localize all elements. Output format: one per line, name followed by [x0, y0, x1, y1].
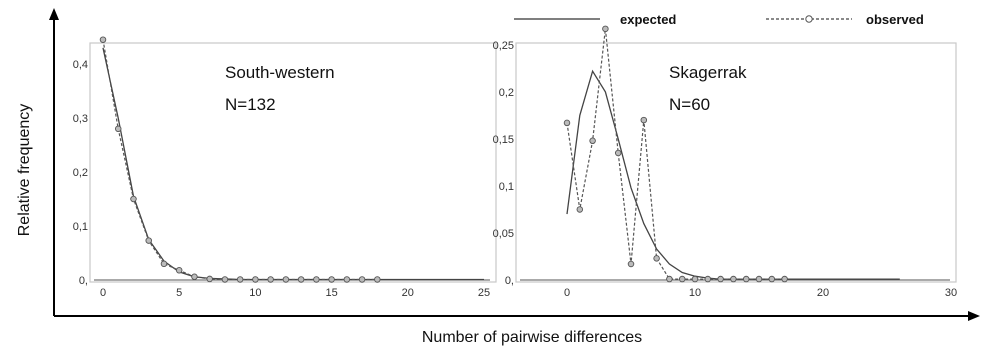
legend-expected-label: expected	[620, 12, 676, 27]
observed-point	[160, 260, 168, 268]
observed-point	[343, 276, 351, 283]
panel-title: South-western	[225, 63, 335, 82]
observed-point	[297, 276, 305, 283]
y-tick-label: 0,2	[73, 167, 88, 179]
x-tick-label: 25	[478, 287, 490, 299]
observed-point	[678, 275, 686, 283]
observed-point	[374, 276, 381, 283]
legend: expected observed	[514, 12, 924, 27]
observed-point	[627, 260, 635, 268]
observed-point	[614, 149, 622, 157]
observed-point	[99, 36, 107, 43]
y-tick-label: 0,	[79, 275, 88, 287]
sample-size-label: N=60	[669, 95, 710, 114]
y-tick-label: 0,25	[493, 40, 514, 52]
legend-observed-marker	[805, 15, 813, 23]
x-axis-title: Number of pairwise differences	[422, 329, 642, 346]
legend-observed-label: observed	[866, 12, 924, 27]
observed-point	[653, 255, 660, 262]
observed-point	[730, 275, 737, 283]
observed-series-line	[566, 28, 785, 280]
observed-point	[602, 25, 609, 33]
observed-point	[114, 125, 122, 133]
observed-point	[282, 276, 290, 283]
observed-point	[576, 206, 584, 213]
x-tick-label: 0	[100, 287, 106, 299]
observed-point	[175, 267, 183, 274]
observed-point	[589, 137, 596, 145]
y-tick-label: 0,2	[499, 87, 514, 99]
observed-point	[781, 275, 788, 283]
observed-point	[130, 195, 137, 203]
y-tick-label: 0,3	[73, 113, 88, 125]
observed-point	[328, 276, 335, 283]
y-tick-label: 0,4	[73, 59, 88, 71]
observed-point	[666, 275, 673, 283]
observed-point	[191, 273, 198, 281]
observed-point	[221, 276, 229, 283]
x-tick-label: 30	[945, 287, 957, 299]
y-tick-label: 0,1	[73, 221, 88, 233]
y-tick-label: 0,1	[499, 181, 514, 193]
observed-point	[206, 275, 213, 283]
observed-point	[704, 275, 712, 283]
panel-frame	[89, 42, 497, 283]
y-tick-label: 0,05	[493, 228, 514, 240]
x-tick-label: 20	[817, 287, 829, 299]
x-tick-label: 10	[249, 287, 261, 299]
observed-point	[717, 275, 724, 283]
observed-point	[252, 276, 259, 283]
observed-point	[768, 275, 776, 283]
y-axis-title: Relative frequency	[16, 104, 33, 237]
x-tick-label: 15	[325, 287, 337, 299]
x-tick-label: 0	[564, 287, 570, 299]
y-tick-label: 0,15	[493, 134, 514, 146]
observed-point	[236, 276, 244, 283]
panel-title: Skagerrak	[669, 63, 747, 82]
observed-point	[691, 275, 699, 283]
panel-south-western: 0 5 10 15 20 25 0, 0,1 0,2 0,3 0,4 South-western N=1…	[73, 36, 497, 299]
x-tick-label: 5	[176, 287, 182, 299]
observed-point	[358, 276, 366, 283]
sample-size-label: N=132	[225, 95, 276, 114]
outer-x-arrow	[968, 311, 980, 321]
observed-point	[145, 237, 152, 244]
expected-series-line	[566, 69, 900, 280]
x-tick-label: 20	[402, 287, 414, 299]
outer-y-arrow	[49, 8, 59, 20]
x-tick-label: 10	[689, 287, 701, 299]
panel-skagerrak: 0 10 20 30 0, 0,05 0,1 0,15 0,2 0,25 Skagerrak N=60	[493, 25, 957, 299]
observed-point	[563, 119, 571, 127]
observed-point	[640, 116, 648, 124]
expected-series-line	[102, 47, 484, 281]
observed-point	[755, 275, 763, 283]
observed-point	[313, 276, 320, 283]
panel-frame	[515, 42, 957, 283]
observed-point	[742, 275, 750, 283]
y-tick-label: 0,	[505, 275, 514, 287]
observed-point	[267, 276, 274, 283]
